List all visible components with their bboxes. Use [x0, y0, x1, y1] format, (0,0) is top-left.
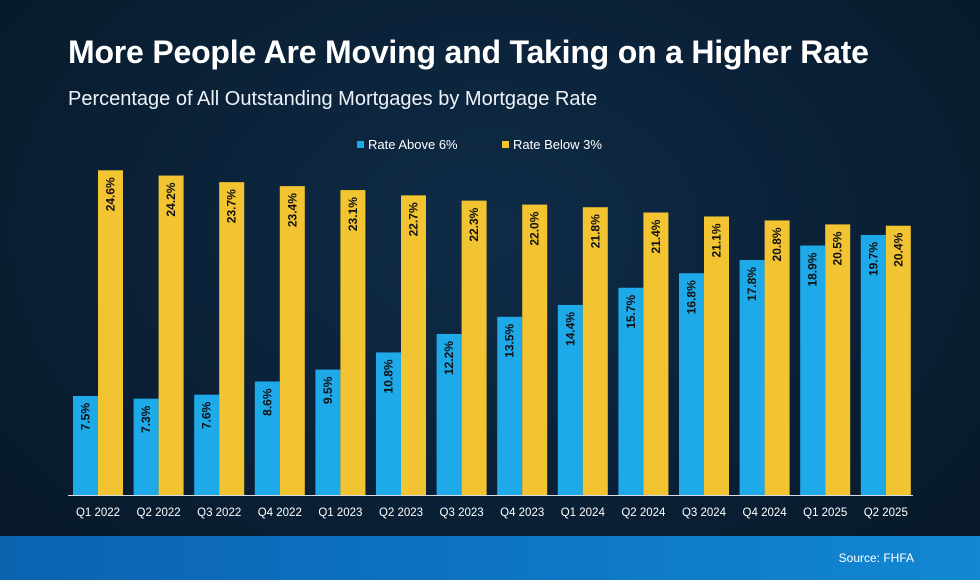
bar-below-2	[219, 182, 245, 495]
bar-above-11	[739, 260, 765, 495]
bar-below-11	[764, 220, 790, 495]
x-tick-label-5: Q2 2023	[379, 507, 423, 519]
data-label-below-6: 22.3%	[467, 207, 481, 241]
legend-swatch-below-3	[502, 141, 509, 148]
data-label-above-6: 12.2%	[442, 341, 456, 375]
bar-below-9	[643, 212, 669, 495]
data-label-below-2: 23.7%	[225, 189, 239, 223]
bar-above-10	[679, 273, 704, 495]
bar-below-12	[825, 224, 851, 495]
data-label-below-4: 23.1%	[346, 197, 360, 231]
x-tick-label-13: Q2 2025	[864, 507, 908, 519]
bar-below-1	[158, 175, 184, 495]
data-label-above-12: 18.9%	[806, 252, 820, 286]
bar-above-5	[376, 352, 401, 495]
bar-above-0	[73, 396, 98, 495]
bar-below-3	[279, 186, 305, 495]
x-tick-label-4: Q1 2023	[318, 507, 362, 519]
data-label-below-5: 22.7%	[407, 202, 421, 236]
x-tick-label-0: Q1 2022	[76, 507, 120, 519]
chart-title: More People Are Moving and Taking on a H…	[68, 34, 869, 70]
x-tick-label-6: Q3 2023	[440, 507, 484, 519]
bar-below-4	[340, 190, 366, 495]
x-tick-label-10: Q3 2024	[682, 507, 727, 519]
bar-above-2	[194, 394, 220, 495]
data-label-above-0: 7.5%	[79, 403, 93, 431]
data-label-above-8: 14.4%	[563, 312, 577, 346]
data-label-below-9: 21.4%	[649, 219, 663, 253]
x-tick-label-12: Q1 2025	[803, 507, 847, 519]
data-label-above-2: 7.6%	[200, 401, 214, 429]
bar-above-6	[436, 333, 462, 495]
data-label-below-8: 21.8%	[588, 214, 602, 248]
data-label-below-1: 24.2%	[164, 182, 178, 216]
bar-below-7	[522, 204, 548, 495]
bar-below-5	[401, 195, 426, 496]
bar-above-1	[133, 398, 159, 495]
legend-label-above-6: Rate Above 6%	[368, 137, 458, 152]
data-label-below-10: 21.1%	[710, 223, 724, 257]
bar-above-12	[800, 245, 826, 495]
data-label-above-9: 15.7%	[624, 294, 638, 328]
data-label-below-13: 20.4%	[891, 232, 905, 266]
footer-bar: Source: FHFA	[0, 536, 980, 580]
data-label-below-0: 24.6%	[104, 177, 118, 211]
data-label-above-11: 17.8%	[745, 267, 759, 301]
bar-chart: Rate Above 6% Rate Below 3% 7.5% 24.6% Q1 20…	[68, 137, 913, 519]
x-tick-label-2: Q3 2022	[197, 507, 241, 519]
bar-above-7	[497, 316, 523, 495]
data-label-below-11: 20.8%	[770, 227, 784, 261]
bar-below-10	[704, 216, 729, 496]
x-tick-label-3: Q4 2022	[258, 507, 302, 519]
bar-below-13	[885, 225, 911, 495]
x-tick-label-7: Q4 2023	[500, 507, 544, 519]
bar-above-4	[315, 369, 341, 495]
legend-label-below-3: Rate Below 3%	[513, 137, 602, 152]
x-tick-label-1: Q2 2022	[137, 507, 181, 519]
data-label-above-4: 9.5%	[321, 376, 335, 404]
data-label-above-7: 13.5%	[503, 323, 517, 357]
data-label-above-1: 7.3%	[139, 405, 153, 433]
bar-above-3	[254, 381, 280, 495]
bar-below-0	[98, 170, 123, 495]
legend-swatch-above-6	[357, 141, 364, 148]
bar-above-8	[557, 304, 583, 495]
chart-subtitle: Percentage of All Outstanding Mortgages …	[68, 88, 598, 110]
data-label-below-12: 20.5%	[831, 231, 845, 265]
x-tick-label-8: Q1 2024	[561, 507, 606, 519]
source-note: Source: FHFA	[838, 551, 914, 565]
data-label-above-13: 19.7%	[866, 242, 880, 276]
data-label-above-3: 8.6%	[260, 388, 274, 416]
bar-below-8	[582, 207, 608, 496]
data-label-above-10: 16.8%	[685, 280, 699, 314]
data-label-below-7: 22.0%	[528, 211, 542, 245]
bar-above-9	[618, 287, 644, 495]
x-tick-label-11: Q4 2024	[743, 507, 788, 519]
data-label-above-5: 10.8%	[382, 359, 396, 393]
x-tick-label-9: Q2 2024	[621, 507, 666, 519]
bar-below-6	[461, 200, 487, 495]
bar-above-13	[860, 234, 886, 495]
data-label-below-3: 23.4%	[285, 193, 299, 227]
